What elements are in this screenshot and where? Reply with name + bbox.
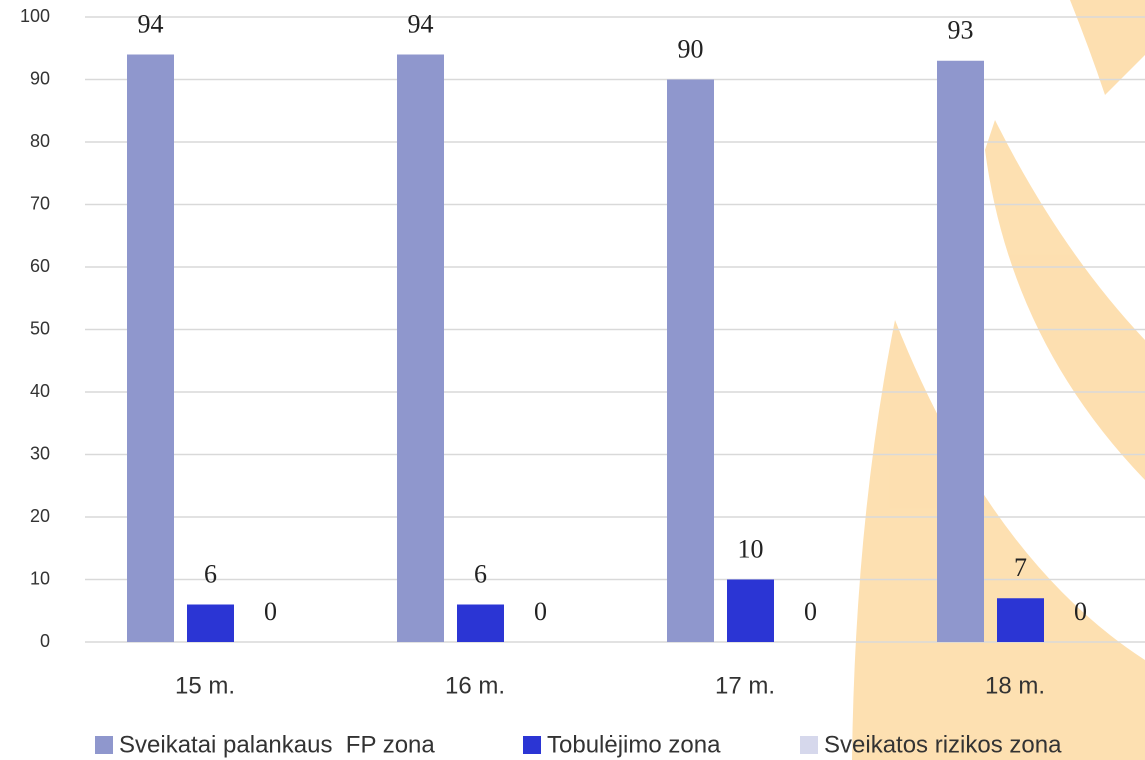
value-label: 10 <box>738 534 764 563</box>
bar <box>397 54 444 642</box>
x-tick-label: 16 m. <box>445 672 505 699</box>
bar <box>667 79 714 642</box>
y-tick-label: 60 <box>30 256 50 276</box>
value-label: 0 <box>534 597 547 626</box>
y-tick-label: 30 <box>30 443 50 463</box>
value-label: 94 <box>408 9 434 38</box>
bar <box>997 598 1044 642</box>
y-tick-label: 40 <box>30 381 50 401</box>
background-decoration <box>852 0 1145 760</box>
legend-swatch <box>95 736 113 754</box>
value-label: 7 <box>1014 553 1027 582</box>
value-label: 6 <box>474 559 487 588</box>
y-tick-label: 20 <box>30 506 50 526</box>
legend-label: Sveikatos rizikos zona <box>824 731 1062 758</box>
value-label: 93 <box>948 16 974 45</box>
legend-label: Sveikatai palankaus FP zona <box>119 731 435 758</box>
value-label: 0 <box>264 597 277 626</box>
y-tick-label: 100 <box>20 6 50 26</box>
value-label: 6 <box>204 559 217 588</box>
x-tick-label: 17 m. <box>715 672 775 699</box>
legend-swatch <box>800 736 818 754</box>
bar <box>937 60 984 642</box>
legend-swatch <box>523 736 541 754</box>
legend-label: Tobulėjimo zona <box>547 731 721 758</box>
bar <box>457 604 504 642</box>
y-tick-label: 10 <box>30 568 50 588</box>
y-tick-label: 90 <box>30 68 50 88</box>
value-label: 94 <box>138 9 164 38</box>
y-tick-label: 50 <box>30 318 50 338</box>
x-tick-label: 15 m. <box>175 672 235 699</box>
bar <box>727 579 774 642</box>
value-label: 0 <box>1074 597 1087 626</box>
x-tick-label: 18 m. <box>985 672 1045 699</box>
bar <box>127 54 174 642</box>
y-tick-label: 0 <box>40 631 50 651</box>
bar <box>187 604 234 642</box>
value-label: 0 <box>804 597 817 626</box>
y-tick-label: 80 <box>30 131 50 151</box>
value-label: 90 <box>678 34 704 63</box>
y-tick-label: 70 <box>30 193 50 213</box>
